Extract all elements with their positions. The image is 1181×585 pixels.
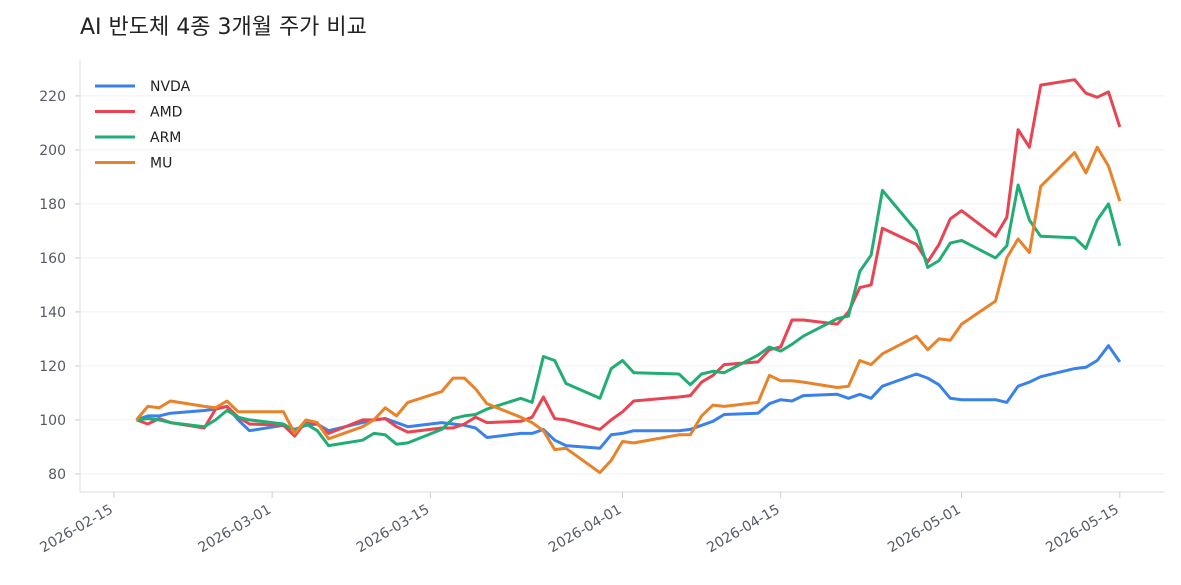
legend-text: MU — [150, 156, 172, 172]
x-tick-label: 2026-04-01 — [546, 502, 624, 557]
y-tick-label: 180 — [39, 197, 66, 213]
legend-text: ARM — [150, 130, 181, 146]
line-series — [135, 344, 1122, 450]
x-tick-label: 2026-03-15 — [354, 502, 432, 557]
y-tick-label: 220 — [39, 89, 66, 105]
x-tick-label: 2026-04-15 — [704, 502, 782, 557]
y-tick-label: 120 — [39, 359, 66, 375]
x-tick-label: 2026-03-01 — [196, 502, 274, 557]
y-tick-label: 80 — [48, 467, 66, 483]
legend-text: AMD — [150, 105, 182, 121]
y-tick-label: 200 — [39, 143, 66, 159]
y-tick-label: 140 — [39, 305, 66, 321]
x-tick-label: 2026-05-01 — [885, 502, 963, 557]
x-tick-label: 2026-05-15 — [1043, 502, 1121, 557]
line-series — [135, 145, 1122, 475]
y-tick-label: 100 — [39, 413, 66, 429]
y-tick-label: 160 — [39, 251, 66, 267]
legend-text: NVDA — [150, 79, 191, 95]
x-tick-label: 2026-02-15 — [37, 502, 115, 557]
chart-title: AI 반도체 4종 3개월 주가 비교 — [80, 15, 367, 40]
